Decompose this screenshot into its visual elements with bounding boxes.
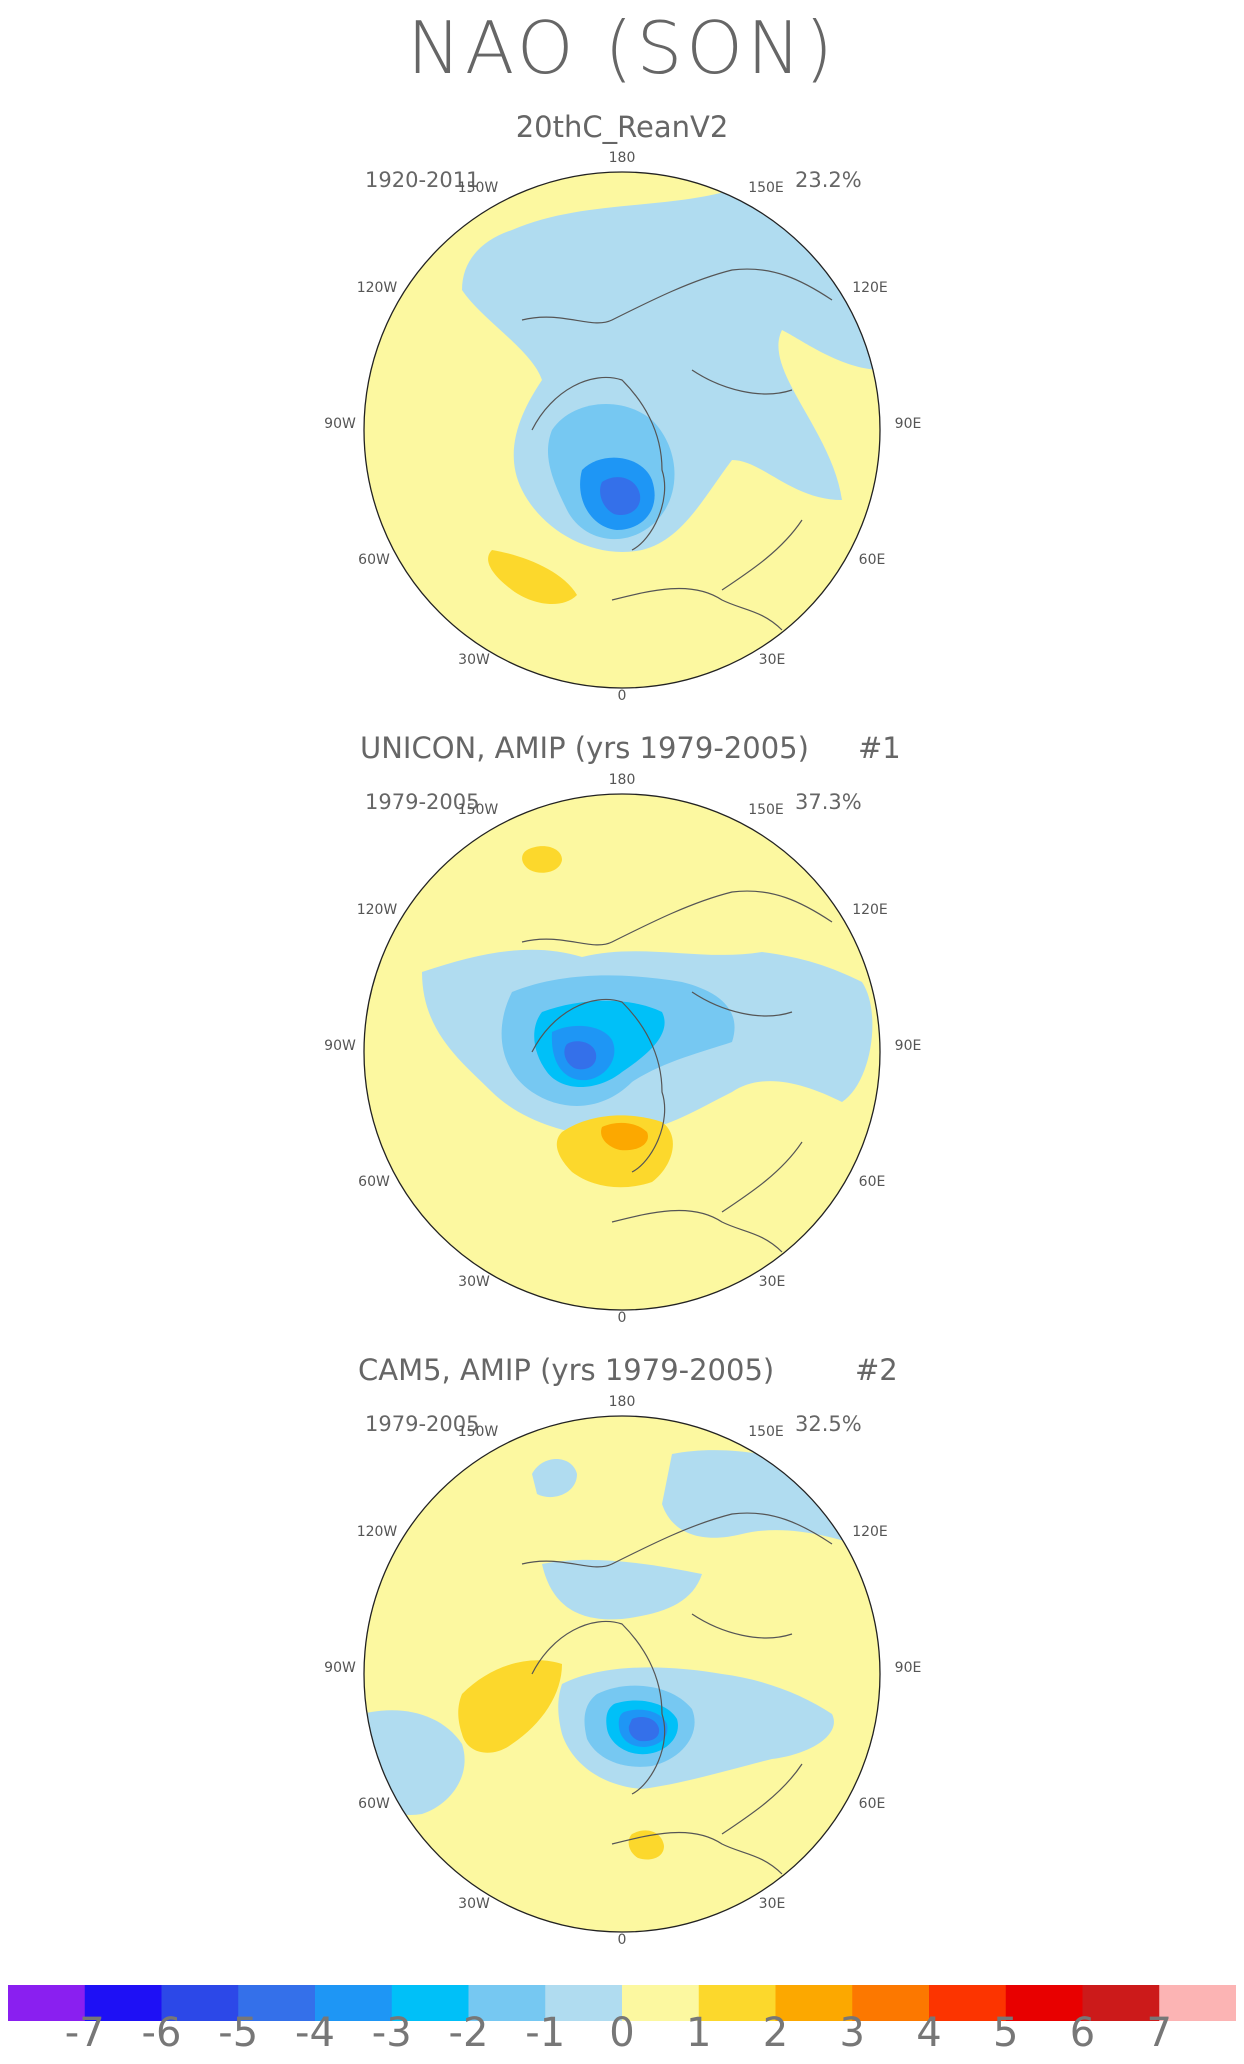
panel-1-period: 1920-2011 bbox=[365, 168, 480, 192]
panel-2-number: #1 bbox=[858, 731, 901, 765]
panel-1-lon-label-right-mid: 90E bbox=[894, 416, 922, 432]
panel-2-anomaly-pos2 bbox=[601, 1122, 648, 1151]
panel-1-lon-label-right-upper: 120E bbox=[852, 280, 888, 296]
panel-2-lon-label-left-mid: 90W bbox=[324, 1038, 356, 1054]
colorbar-tick-label: 5 bbox=[993, 2010, 1019, 2056]
panel-3-anomaly-neg1-top bbox=[532, 1459, 577, 1498]
panel-2-lon-label-left-upper: 120W bbox=[356, 902, 398, 918]
panel-2-title: UNICON, AMIP (yrs 1979-2005) bbox=[360, 731, 809, 765]
panel-1-lon-label-right-lower: 60E bbox=[858, 552, 886, 568]
colorbar-tick-label: 1 bbox=[686, 2010, 712, 2056]
panel-2-lon-label-right-upper: 120E bbox=[852, 902, 888, 918]
colorbar-swatch bbox=[8, 1985, 86, 2021]
panel-1-coastlines bbox=[521, 268, 833, 631]
panel-2-lon-label-right-mid: 90E bbox=[894, 1038, 922, 1054]
panel-1-lon-label-top: 180 bbox=[608, 150, 636, 166]
colorbar-swatch bbox=[468, 1985, 546, 2021]
panel-3-period: 1979-2005 bbox=[365, 1412, 480, 1436]
panel-3-title: CAM5, AMIP (yrs 1979-2005) bbox=[358, 1353, 775, 1387]
panel-2-polar-map bbox=[363, 793, 881, 1311]
colorbar bbox=[8, 1985, 1236, 2021]
figure-title: NAO (SON) bbox=[407, 6, 837, 90]
panel-3-lon-label-top: 180 bbox=[608, 1394, 636, 1410]
panel-2-lon-label-top: 180 bbox=[608, 772, 636, 788]
colorbar-tick-label: -1 bbox=[525, 2010, 566, 2056]
colorbar-tick-label: -5 bbox=[218, 2010, 259, 2056]
panel-3-anomaly-pos1-left bbox=[458, 1660, 562, 1753]
colorbar-swatch bbox=[698, 1985, 776, 2021]
panel-2-lon-label-bottom: 0 bbox=[617, 1310, 627, 1326]
panel-3-lon-label-left-mid: 90W bbox=[324, 1660, 356, 1676]
panel-3-variance: 32.5% bbox=[795, 1412, 862, 1436]
panel-3-lon-label-left-bottom: 30W bbox=[458, 1896, 490, 1912]
panel-3-lon-label-right-mid: 90E bbox=[894, 1660, 922, 1676]
panel-1-lon-label-left-bottom: 30W bbox=[458, 652, 490, 668]
panel-2-period: 1979-2005 bbox=[365, 790, 480, 814]
colorbar-tick-label: 3 bbox=[839, 2010, 865, 2056]
panel-1-lon-label-right-bottom: 30E bbox=[758, 652, 786, 668]
panel-2-anomaly-neg5 bbox=[564, 1041, 597, 1070]
panel-2-lon-label-left-bottom: 30W bbox=[458, 1274, 490, 1290]
panel-2-anomaly-pos1-small bbox=[522, 846, 562, 873]
panel-1-variance: 23.2% bbox=[795, 168, 862, 192]
panel-2-map-border bbox=[363, 793, 881, 1311]
panel-3-lon-label-right-top: 150E bbox=[748, 1424, 784, 1440]
panel-1-anomaly-neg4 bbox=[600, 477, 641, 516]
panel-3-coastlines bbox=[521, 1512, 833, 1875]
panel-2-variance: 37.3% bbox=[795, 790, 862, 814]
panel-2-lon-label-left-top: 150W bbox=[457, 802, 499, 818]
panel-3-lon-label-right-lower: 60E bbox=[858, 1796, 886, 1812]
colorbar-swatch bbox=[852, 1985, 930, 2021]
colorbar-swatch bbox=[929, 1985, 1007, 2021]
colorbar-tick-label: 2 bbox=[762, 2010, 789, 2056]
panel-1-lon-label-left-top: 150W bbox=[457, 180, 499, 196]
panel-1-polar-map bbox=[363, 171, 881, 689]
colorbar-tick-label: -2 bbox=[448, 2010, 489, 2056]
panel-2-coastlines bbox=[521, 890, 833, 1253]
panel-1-lon-label-right-top: 150E bbox=[748, 180, 784, 196]
colorbar-tick-label: 7 bbox=[1146, 2010, 1172, 2056]
colorbar-swatch bbox=[238, 1985, 316, 2021]
panel-2-lon-label-right-top: 150E bbox=[748, 802, 784, 818]
colorbar-tick-label: -7 bbox=[64, 2010, 105, 2056]
colorbar-tick-label: -3 bbox=[371, 2010, 412, 2056]
panel-1-map-border bbox=[363, 171, 881, 689]
panel-3-lon-label-left-top: 150W bbox=[457, 1424, 499, 1440]
panel-1-lon-label-left-upper: 120W bbox=[356, 280, 398, 296]
panel-1-lon-label-bottom: 0 bbox=[617, 688, 627, 704]
panel-3-lon-label-bottom: 0 bbox=[617, 1932, 627, 1948]
panel-2-lon-label-left-lower: 60W bbox=[358, 1174, 390, 1190]
colorbar-tick-label: 6 bbox=[1069, 2010, 1096, 2056]
colorbar-tick-label: 4 bbox=[916, 2010, 942, 2056]
panel-3-lon-label-right-upper: 120E bbox=[852, 1524, 888, 1540]
panel-3-map-border bbox=[363, 1415, 881, 1933]
panel-2-lon-label-right-lower: 60E bbox=[858, 1174, 886, 1190]
colorbar-swatch bbox=[1159, 1985, 1236, 2021]
colorbar-tick-label: -4 bbox=[295, 2010, 335, 2056]
panel-2-lon-label-right-bottom: 30E bbox=[758, 1274, 786, 1290]
colorbar-swatch bbox=[391, 1985, 469, 2021]
panel-3-lon-label-right-bottom: 30E bbox=[758, 1896, 786, 1912]
colorbar-swatch bbox=[775, 1985, 853, 2021]
panel-3-anomaly-neg5 bbox=[628, 1717, 660, 1742]
colorbar-tick-label: -6 bbox=[141, 2010, 182, 2056]
panel-3-polar-map bbox=[363, 1415, 881, 1933]
panel-3-anomaly-neg1-mid bbox=[542, 1559, 702, 1620]
panel-1-lon-label-left-lower: 60W bbox=[358, 552, 390, 568]
panel-3-lon-label-left-lower: 60W bbox=[358, 1796, 390, 1812]
colorbar-tick-label: 0 bbox=[609, 2010, 635, 2056]
panel-1-anomaly-pos1 bbox=[488, 550, 577, 605]
colorbar-swatch bbox=[1082, 1985, 1160, 2021]
colorbar-swatch bbox=[315, 1985, 393, 2021]
colorbar-swatch bbox=[622, 1985, 700, 2021]
panel-3-number: #2 bbox=[855, 1353, 898, 1387]
colorbar-swatch bbox=[545, 1985, 623, 2021]
panel-1-title: 20thC_ReanV2 bbox=[515, 110, 729, 144]
panel-3-lon-label-left-upper: 120W bbox=[356, 1524, 398, 1540]
colorbar-swatch bbox=[1005, 1985, 1083, 2021]
colorbar-swatch bbox=[161, 1985, 239, 2021]
colorbar-swatch bbox=[84, 1985, 162, 2021]
panel-1-lon-label-left-mid: 90W bbox=[324, 416, 356, 432]
